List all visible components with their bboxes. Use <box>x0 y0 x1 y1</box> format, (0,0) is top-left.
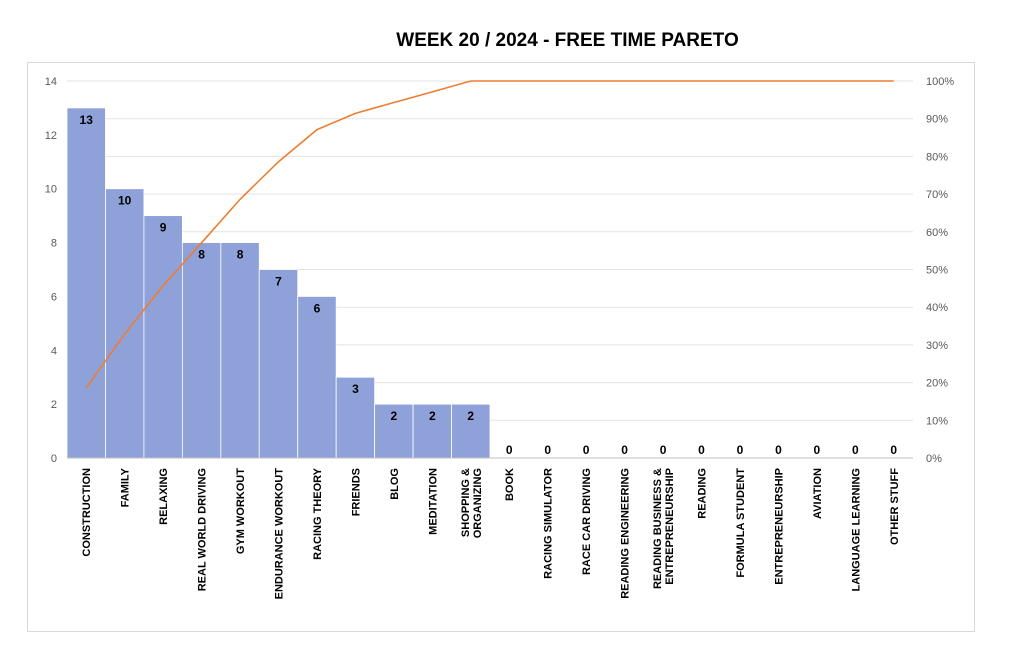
x-tick-label: GYM WORKOUT <box>235 468 247 554</box>
y-tick-label: 4 <box>51 345 57 357</box>
x-tick-label: READING BUSINESS & <box>652 468 664 589</box>
y2-tick-label: 70% <box>926 189 948 201</box>
y2-tick-label: 30% <box>926 340 948 352</box>
x-tick-label: FAMILY <box>120 467 132 507</box>
data-label: 8 <box>198 248 205 262</box>
x-tick-label: BLOG <box>389 468 401 500</box>
data-label: 0 <box>737 443 744 457</box>
data-label: 2 <box>391 409 398 423</box>
x-tick-label: FORMULA STUDENT <box>735 468 747 578</box>
data-label: 2 <box>429 409 436 423</box>
data-label: 0 <box>506 443 513 457</box>
x-tick-label: AVIATION <box>812 468 824 519</box>
data-label: 13 <box>80 113 94 127</box>
x-tick-label: FRIENDS <box>350 468 362 516</box>
x-tick-label: ENDURANCE WORKOUT <box>274 468 286 600</box>
data-label: 8 <box>237 248 244 262</box>
bar <box>181 242 222 459</box>
data-label: 0 <box>544 443 551 457</box>
data-label: 7 <box>275 275 282 289</box>
y2-tick-label: 100% <box>926 76 954 88</box>
y-tick-label: 10 <box>45 184 57 196</box>
x-tick-label: ENTREPRENEURSHIP <box>664 468 676 585</box>
data-label: 2 <box>467 409 474 423</box>
data-label: 0 <box>660 443 667 457</box>
bar <box>258 269 299 459</box>
y-tick-label: 6 <box>51 291 57 303</box>
y2-tick-label: 10% <box>926 415 948 427</box>
bar <box>451 403 491 459</box>
x-tick-label: RACING THEORY <box>312 467 324 560</box>
chart-title: WEEK 20 / 2024 - FREE TIME PARETO <box>396 30 739 51</box>
x-tick-label: SHOPPING & <box>460 468 472 537</box>
x-tick-label: RACING SIMULATOR <box>543 468 555 579</box>
data-label: 0 <box>814 443 821 457</box>
data-label: 0 <box>852 443 859 457</box>
x-tick-label: RACE CAR DRIVING <box>581 468 593 575</box>
bar <box>297 296 337 459</box>
x-tick-label: ORGANIZING <box>472 468 484 538</box>
data-label: 10 <box>118 194 132 208</box>
y-tick-label: 12 <box>45 130 57 142</box>
x-tick-label: RELAXING <box>158 468 170 525</box>
data-label: 3 <box>352 382 359 396</box>
y2-tick-label: 40% <box>926 302 948 314</box>
y-tick-label: 8 <box>51 238 57 250</box>
bar <box>412 403 452 459</box>
data-label: 0 <box>621 443 628 457</box>
x-tick-label: MEDITATION <box>427 468 439 535</box>
data-label: 0 <box>775 443 782 457</box>
y2-tick-label: 50% <box>926 265 948 277</box>
chart-frame <box>27 62 975 632</box>
data-label: 6 <box>314 301 321 315</box>
x-tick-label: OTHER STUFF <box>889 468 901 545</box>
x-tick-label: READING ENGINEERING <box>620 468 632 599</box>
x-tick-label: READING <box>697 468 709 519</box>
x-tick-label: ENTREPRENEURSHIP <box>773 468 785 585</box>
y2-tick-label: 20% <box>926 378 948 390</box>
bar <box>105 188 145 459</box>
y2-tick-label: 90% <box>926 114 948 126</box>
bar <box>220 242 260 459</box>
data-label: 0 <box>890 443 897 457</box>
y-tick-label: 0 <box>51 453 57 465</box>
x-tick-label: REAL WORLD DRIVING <box>197 468 209 591</box>
x-tick-label: CONSTRUCTION <box>81 468 93 557</box>
cumulative-line <box>85 80 894 389</box>
y-tick-label: 2 <box>51 399 57 411</box>
y2-tick-label: 80% <box>926 151 948 163</box>
y-tick-label: 14 <box>45 76 57 88</box>
data-label: 0 <box>583 443 590 457</box>
x-tick-label: LANGUAGE LEARNING <box>850 468 862 591</box>
data-label: 0 <box>698 443 705 457</box>
y2-tick-label: 60% <box>926 227 948 239</box>
data-label: 9 <box>160 221 167 235</box>
bar <box>143 215 183 459</box>
y2-tick-label: 0% <box>926 453 942 465</box>
x-tick-label: BOOK <box>504 468 516 501</box>
bar <box>66 107 106 459</box>
